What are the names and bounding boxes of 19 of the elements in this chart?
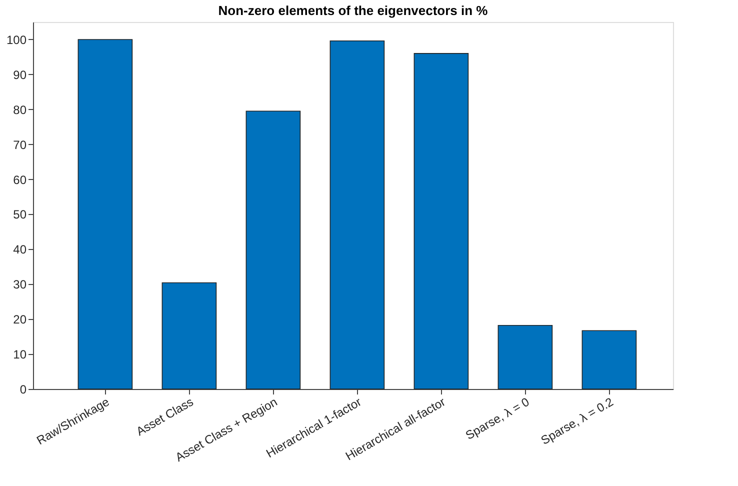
bar xyxy=(330,40,385,390)
bar xyxy=(78,39,133,390)
chart-title: Non-zero elements of the eigenvectors in % xyxy=(218,3,488,18)
y-tick-label: 80 xyxy=(13,102,27,117)
bar xyxy=(162,282,217,390)
y-tick-label: 40 xyxy=(13,242,27,257)
y-tick-label: 90 xyxy=(13,68,27,82)
bar xyxy=(414,53,469,390)
y-tick-label: 50 xyxy=(13,208,27,222)
y-tick-label: 60 xyxy=(13,172,27,187)
y-tick-label: 20 xyxy=(13,312,27,327)
bar xyxy=(246,110,301,390)
bar xyxy=(498,324,553,390)
y-tick-label: 30 xyxy=(13,278,27,292)
bar xyxy=(582,330,637,390)
y-tick-label: 70 xyxy=(13,138,27,152)
y-tick-label: 100 xyxy=(6,32,27,47)
y-tick-label: 10 xyxy=(13,348,27,362)
y-tick-label: 0 xyxy=(20,382,27,396)
